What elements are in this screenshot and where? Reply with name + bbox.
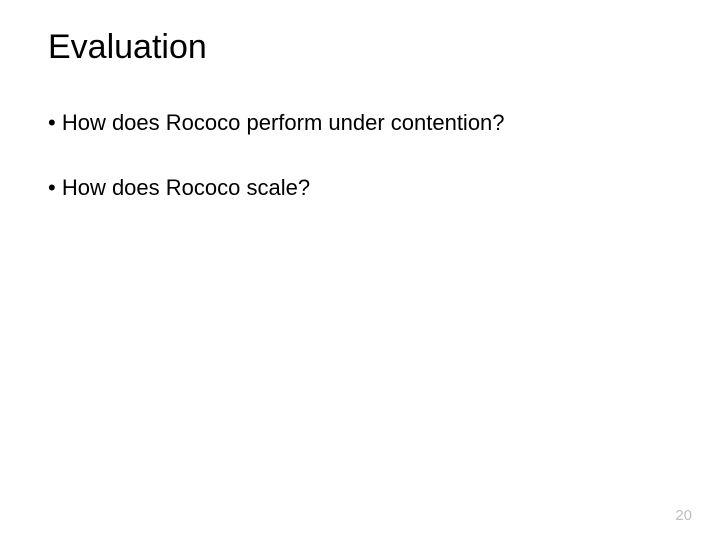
bullet-item: How does Rococo perform under contention… bbox=[48, 109, 672, 138]
bullet-item: How does Rococo scale? bbox=[48, 174, 672, 203]
slide-container: Evaluation How does Rococo perform under… bbox=[0, 0, 720, 540]
bullet-list: How does Rococo perform under contention… bbox=[48, 109, 672, 202]
page-number: 20 bbox=[675, 507, 692, 524]
slide-title: Evaluation bbox=[48, 28, 672, 67]
